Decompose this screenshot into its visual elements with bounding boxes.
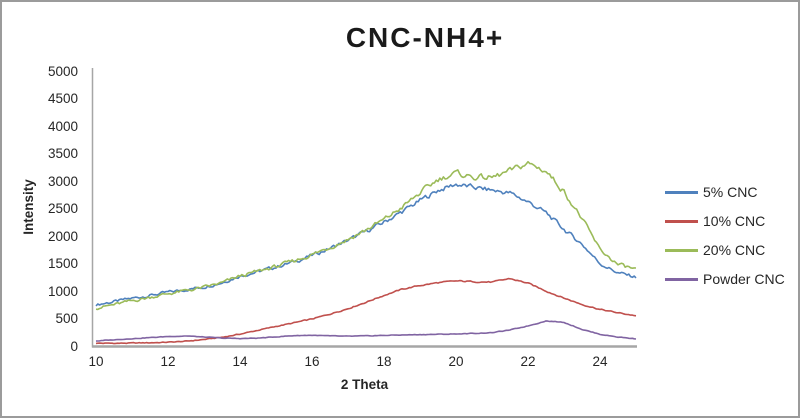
legend-label: 20% CNC — [703, 242, 766, 258]
y-tick-label: 4000 — [47, 118, 78, 134]
y-tick-label: 1500 — [47, 256, 78, 271]
legend-swatch — [665, 277, 698, 281]
legend-label: Powder CNC — [703, 271, 785, 287]
y-tick-label: 0 — [70, 338, 78, 354]
legend-swatch — [665, 248, 698, 252]
legend-entry: 20% CNC — [665, 241, 765, 259]
x-axis-title: 2 Theta — [340, 377, 389, 392]
y-tick-label: 2500 — [47, 201, 78, 216]
x-tick-label: 10 — [88, 354, 104, 369]
y-tick-label: 5000 — [47, 63, 78, 79]
y-tick-label: 3500 — [47, 146, 78, 161]
chart-title: CNC-NH4+ — [345, 22, 505, 53]
series-line-10-cnc — [95, 277, 637, 345]
y-tick-label: 2000 — [47, 228, 78, 244]
x-tick-label: 22 — [520, 354, 536, 369]
legend-entry: 10% CNC — [665, 212, 765, 230]
series-line-powder-cnc — [95, 320, 637, 342]
y-tick-label: 3000 — [47, 173, 78, 189]
legend-entry: 5% CNC — [665, 183, 757, 201]
x-tick-label: 14 — [232, 354, 248, 369]
legend-entry: Powder CNC — [665, 270, 785, 288]
legend-label: 5% CNC — [703, 184, 758, 200]
legend-label: 10% CNC — [703, 213, 766, 229]
y-tick-label: 4500 — [47, 91, 78, 106]
legend: 5% CNC 10% CNC 20% CNC Powder CNC — [665, 2, 798, 416]
legend-swatch — [665, 190, 698, 194]
x-tick-label: 24 — [592, 354, 608, 369]
x-tick-label: 18 — [376, 354, 392, 369]
legend-swatch — [665, 219, 698, 223]
y-tick-label: 500 — [55, 311, 78, 326]
x-tick-label: 12 — [160, 354, 176, 369]
x-tick-label: 16 — [304, 354, 320, 369]
series-line-5-cnc — [95, 183, 637, 307]
series-line-20-cnc — [95, 160, 637, 311]
x-tick-label: 20 — [448, 354, 464, 369]
y-tick-label: 1000 — [47, 283, 78, 299]
